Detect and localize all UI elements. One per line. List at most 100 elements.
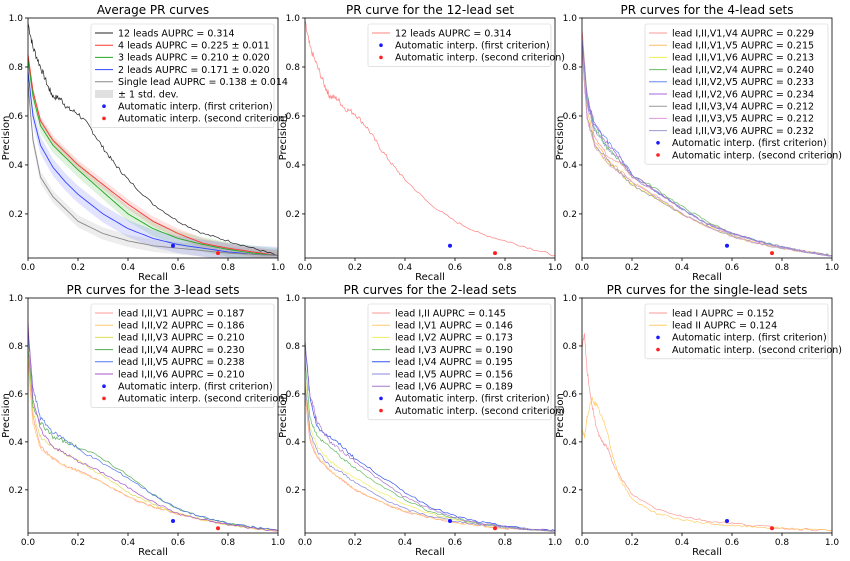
y-tick-label: 0.6 [563,112,578,122]
legend-label: lead I,II,V4 AUPRC = 0.230 [118,345,245,356]
legend-label: lead I,II,V3,V6 AUPRC = 0.232 [672,126,814,137]
series-line-9 [582,42,832,257]
legend-label: 2 leads AUPRC = 0.171 ± 0.020 [118,65,270,76]
legend-label: lead I,II AUPRC = 0.145 [395,308,506,319]
x-tick-label: 0.6 [448,538,463,548]
legend-label: Automatic interp. (second criterion) [395,53,565,64]
legend-dot-swatch [102,384,106,389]
x-tick-label: 0.6 [171,263,186,273]
legend-label: 12 leads AUPRC = 0.314 [118,28,235,39]
x-tick-label: 0.4 [121,538,136,548]
x-tick-label: 1.0 [548,538,563,548]
x-tick-label: 0.4 [398,538,413,548]
marker-first-criterion [448,519,452,524]
y-tick-label: 0.6 [286,112,301,122]
legend-label: lead I,V1 AUPRC = 0.146 [395,321,513,332]
x-tick-label: 0.6 [725,263,740,273]
y-tick-label: 0.6 [9,112,24,122]
series-line-1 [28,22,278,256]
series-line-7 [582,49,832,256]
y-tick-label: 1.0 [9,294,24,304]
panel-2: 0.0 0.2 0.4 0.6 0.8 1.0 0.2 0.4 0.6 0.8 1.0 PR curv… [278,3,565,283]
std-band-4 [28,63,278,258]
y-tick-label: 0.8 [563,342,578,352]
series-line-7 [305,341,555,532]
x-tick-label: 0.0 [21,538,36,548]
plot-frame [27,17,279,259]
x-tick-label: 0.0 [298,538,313,548]
x-axis-label: Recall [415,547,445,558]
marker-second-criterion [770,526,774,531]
legend-box [644,23,829,165]
std-band-2 [28,49,278,258]
x-tick-label: 0.8 [221,263,236,273]
y-tick-label: 0.4 [563,161,578,171]
x-tick-label: 1.0 [825,263,840,273]
x-tick-label: 0.2 [625,538,639,548]
plot-frame [27,297,279,534]
legend-box [90,303,275,408]
legend-label: Automatic interp. (second criterion) [118,394,288,405]
series-line-2 [305,389,555,532]
panel-6: 0.0 0.2 0.4 0.6 0.8 1.0 0.2 0.4 0.6 0.8 1.0 PR curv… [555,283,842,558]
series-line-2 [28,54,278,257]
series-line-1 [305,21,555,257]
x-tick-label: 0.2 [348,538,362,548]
legend-label: ± 1 std. dev. [118,89,179,100]
legend-label: Automatic interp. (second criterion) [672,150,842,161]
legend-label: lead I,II,V3,V4 AUPRC = 0.212 [672,102,814,113]
panel-3: 0.0 0.2 0.4 0.6 0.8 1.0 0.2 0.4 0.6 0.8 1.0 PR curv… [555,3,842,283]
y-axis-label: Precision [555,393,566,438]
panel-title: PR curves for the 4-lead sets [621,3,794,17]
panel-title: Average PR curves [97,3,209,17]
legend-label: lead I,V3 AUPRC = 0.190 [395,345,513,356]
x-axis-label: Recall [415,272,445,283]
y-tick-label: 1.0 [286,294,301,304]
x-tick-label: 0.0 [21,263,36,273]
legend: lead I,II AUPRC = 0.145 lead I,V1 AUPRC =… [367,303,565,421]
legend: 12 leads AUPRC = 0.314 4 leads AUPRC = 0.… [90,23,288,128]
legend-band-swatch [95,90,113,98]
legend-dot-swatch [102,104,106,108]
y-axis-label: Precision [278,116,289,161]
legend-label: lead I,II,V6 AUPRC = 0.210 [118,369,245,380]
legend-label: Automatic interp. (first criterion) [672,138,827,149]
series-line-3 [28,59,278,257]
x-tick-label: 1.0 [825,538,840,548]
plot-frame [304,17,556,259]
y-tick-label: 0.2 [9,486,23,496]
x-tick-label: 1.0 [548,263,563,273]
x-tick-label: 0.4 [675,538,690,548]
x-tick-label: 0.0 [575,263,590,273]
series-line-5 [28,84,278,257]
legend-label: Automatic interp. (first criterion) [118,382,273,393]
legend-label: lead I AUPRC = 0.152 [672,308,774,319]
x-tick-label: 0.8 [775,538,790,548]
x-tick-label: 0.8 [498,263,513,273]
x-tick-label: 0.4 [121,263,136,273]
x-tick-label: 0.2 [348,263,362,273]
x-tick-label: 0.4 [675,263,690,273]
panel-title: PR curve for the 12-lead set [346,3,514,17]
legend-label: lead I,II,V1,V4 AUPRC = 0.229 [672,28,814,39]
legend: lead I AUPRC = 0.152 lead II AUPRC = 0.12… [644,303,842,360]
x-tick-label: 0.8 [775,263,790,273]
series-line-6 [28,321,278,531]
y-tick-label: 0.8 [286,342,301,352]
legend-label: Single lead AUPRC = 0.138 ± 0.014 [118,77,288,88]
y-tick-label: 0.2 [563,210,577,220]
plot-area [582,333,832,532]
marker-first-criterion [725,519,729,524]
y-tick-label: 0.2 [286,486,300,496]
x-tick-label: 1.0 [271,263,286,273]
legend-label: lead I,II,V2,V4 AUPRC = 0.240 [672,65,814,76]
x-tick-label: 0.0 [575,538,590,548]
legend-label: lead I,V5 AUPRC = 0.156 [395,369,513,380]
legend-box [367,23,552,67]
x-tick-label: 0.2 [71,263,85,273]
plot-area [582,30,832,257]
y-tick-label: 0.6 [9,390,24,400]
y-tick-label: 0.6 [563,390,578,400]
y-tick-label: 0.2 [563,486,577,496]
y-tick-label: 1.0 [563,294,578,304]
